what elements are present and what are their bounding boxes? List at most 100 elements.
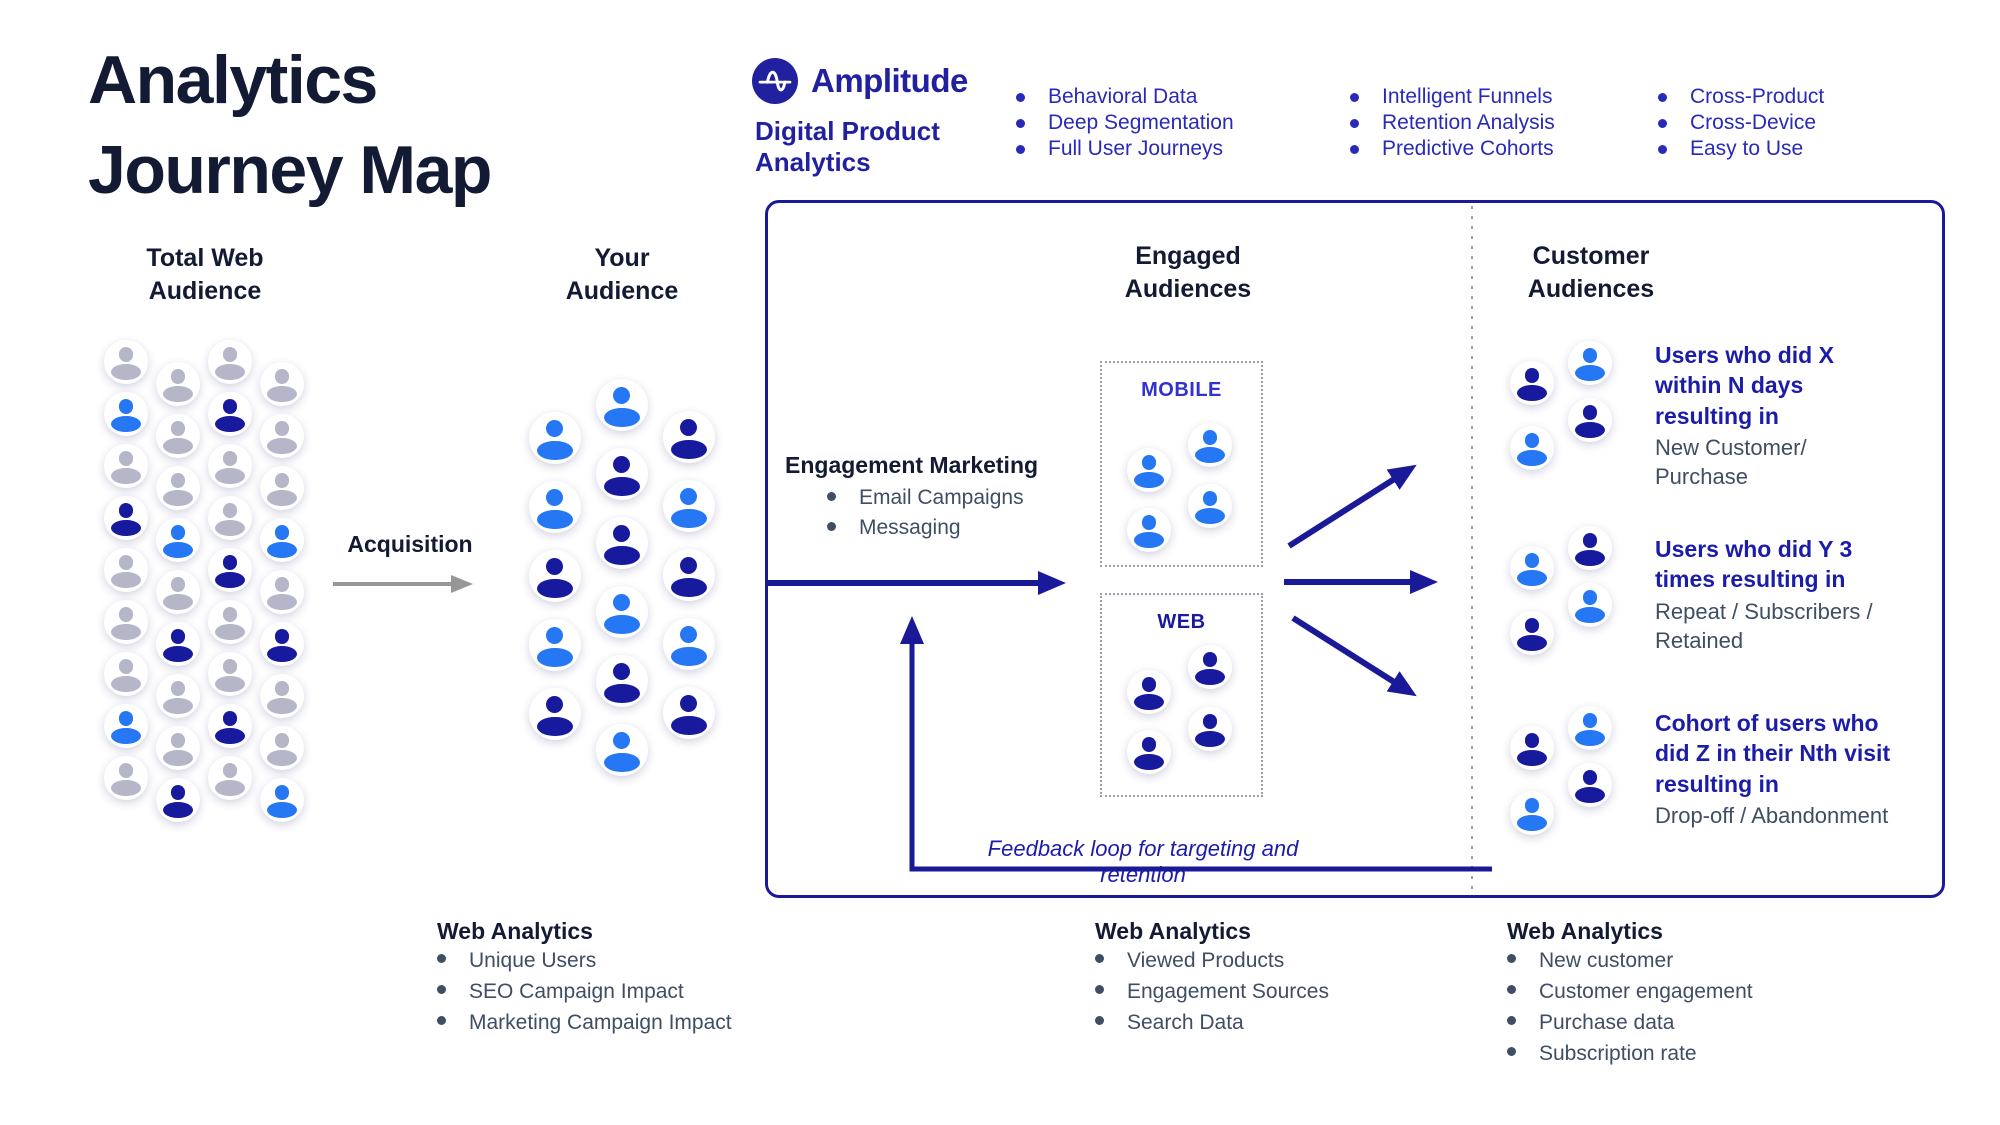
person-icon — [1568, 526, 1612, 570]
analytics-item: SEO Campaign Impact — [437, 976, 732, 1007]
person-icon — [1127, 448, 1171, 492]
person-icon — [208, 704, 252, 748]
person-icon — [529, 619, 581, 671]
person-icon — [663, 411, 715, 463]
mobile-cohort-box: MOBILE — [1100, 361, 1263, 567]
person-icon — [1568, 763, 1612, 807]
customer-segment-text-3: Cohort of users who did Z in their Nth v… — [1655, 708, 1925, 830]
person-icon — [1510, 611, 1554, 655]
person-icon — [1568, 706, 1612, 750]
person-icon — [1568, 583, 1612, 627]
analytics-item: Purchase data — [1507, 1007, 1753, 1038]
person-icon — [596, 448, 648, 500]
person-icon — [208, 444, 252, 488]
web-analytics-block-1: Web Analytics Unique Users SEO Campaign I… — [437, 918, 732, 1038]
analytics-item: New customer — [1507, 945, 1753, 976]
segment-rule: Users who did X within N days resulting … — [1655, 342, 1834, 429]
customer-segment-icons-1 — [1510, 341, 1635, 473]
person-icon — [156, 466, 200, 510]
web-analytics-block-2: Web Analytics Viewed Products Engagement … — [1095, 918, 1329, 1038]
person-icon — [596, 655, 648, 707]
engaged-audiences-title: Engaged Audiences — [1124, 242, 1252, 303]
person-icon — [208, 652, 252, 696]
person-icon — [596, 586, 648, 638]
person-icon — [1188, 707, 1232, 751]
person-icon — [156, 622, 200, 666]
feature-item: Retention Analysis — [1350, 110, 1555, 136]
web-analytics-title: Web Analytics — [1507, 918, 1663, 944]
customer-segment-text-2: Users who did Y 3 times resulting in Rep… — [1655, 534, 1925, 655]
your-audience-grid — [529, 379, 719, 819]
engagement-marketing-title: Engagement Marketing — [785, 452, 1039, 478]
person-icon — [208, 340, 252, 384]
analytics-item: Search Data — [1095, 1007, 1329, 1038]
journey-box — [765, 200, 1945, 898]
brand-name: Amplitude — [811, 62, 968, 99]
person-icon — [1188, 484, 1232, 528]
person-icon — [1510, 546, 1554, 590]
person-icon — [104, 340, 148, 384]
person-icon — [260, 466, 304, 510]
customer-segment-text-1: Users who did X within N days resulting … — [1655, 340, 1925, 491]
acquisition-label: Acquisition — [347, 531, 473, 557]
person-icon — [104, 548, 148, 592]
person-icon — [260, 778, 304, 822]
person-icon — [208, 756, 252, 800]
analytics-item: Marketing Campaign Impact — [437, 1007, 732, 1038]
person-icon — [529, 481, 581, 533]
feature-item: Deep Segmentation — [1016, 110, 1234, 136]
segment-rule: Cohort of users who did Z in their Nth v… — [1655, 710, 1891, 797]
person-icon — [1510, 726, 1554, 770]
total-web-audience-grid — [104, 340, 304, 840]
feature-item: Behavioral Data — [1016, 84, 1234, 110]
person-icon — [260, 518, 304, 562]
person-icon — [156, 414, 200, 458]
person-icon — [104, 652, 148, 696]
segment-outcome: Repeat / Subscribers / Retained — [1655, 598, 1873, 653]
person-icon — [104, 496, 148, 540]
person-icon — [1510, 426, 1554, 470]
mobile-label: MOBILE — [1141, 379, 1222, 401]
marketing-item: Messaging — [827, 513, 1024, 543]
person-icon — [1127, 508, 1171, 552]
person-icon — [156, 674, 200, 718]
person-icon — [156, 362, 200, 406]
audiences-divider — [1471, 206, 1473, 894]
feature-list-3: Cross-Product Cross-Device Easy to Use — [1658, 84, 1824, 162]
web-cohort-box: WEB — [1100, 593, 1263, 797]
analytics-item: Subscription rate — [1507, 1038, 1753, 1069]
person-icon — [208, 548, 252, 592]
brand-subtitle: Digital Product Analytics — [755, 116, 940, 177]
person-icon — [596, 724, 648, 776]
web-label: WEB — [1157, 611, 1206, 633]
person-icon — [663, 618, 715, 670]
person-icon — [1510, 791, 1554, 835]
person-icon — [208, 600, 252, 644]
web-analytics-list: New customer Customer engagement Purchase … — [1507, 945, 1753, 1069]
feature-item: Cross-Product — [1658, 84, 1824, 110]
person-icon — [1127, 670, 1171, 714]
person-icon — [596, 379, 648, 431]
web-analytics-title: Web Analytics — [1095, 918, 1251, 944]
person-icon — [260, 726, 304, 770]
analytics-item: Customer engagement — [1507, 976, 1753, 1007]
brand-block: Amplitude — [752, 58, 968, 104]
person-icon — [260, 622, 304, 666]
page-title: Analytics Journey Map — [88, 42, 492, 208]
person-icon — [260, 414, 304, 458]
person-icon — [104, 392, 148, 436]
person-icon — [156, 518, 200, 562]
web-analytics-list: Unique Users SEO Campaign Impact Marketing… — [437, 945, 732, 1038]
person-icon — [1568, 341, 1612, 385]
person-icon — [104, 444, 148, 488]
customer-segment-icons-3 — [1510, 706, 1635, 838]
segment-rule: Users who did Y 3 times resulting in — [1655, 536, 1853, 593]
person-icon — [1510, 361, 1554, 405]
amplitude-logo-icon — [752, 58, 798, 104]
person-icon — [260, 674, 304, 718]
feature-item: Cross-Device — [1658, 110, 1824, 136]
web-analytics-block-3: Web Analytics New customer Customer engag… — [1507, 918, 1753, 1069]
your-audience-title: Your Audience — [565, 244, 679, 305]
person-icon — [260, 570, 304, 614]
